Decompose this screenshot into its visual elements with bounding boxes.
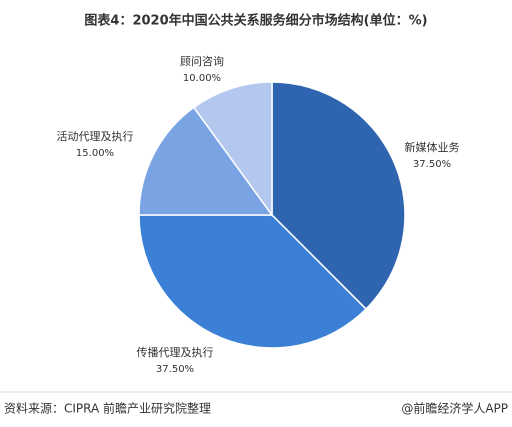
value-label: 15.00% bbox=[76, 148, 114, 159]
slice-label: 新媒体业务 bbox=[405, 140, 460, 154]
source: 资料来源：CIPRA 前瞻产业研究院整理 bbox=[4, 401, 211, 416]
pie-slice bbox=[271, 81, 406, 311]
value-label: 37.50% bbox=[156, 364, 194, 375]
pie-slice bbox=[138, 106, 274, 216]
value-label: 37.50% bbox=[413, 159, 451, 170]
value-label: 10.00% bbox=[183, 73, 221, 84]
pie-slice bbox=[138, 214, 368, 349]
chart-title: 图表4：2020年中国公共关系服务细分市场结构(单位：%) bbox=[84, 13, 427, 29]
brand: @前瞻经济学人APP bbox=[401, 401, 508, 416]
slice-label: 顾问咨询 bbox=[180, 54, 224, 68]
slice-label: 传播代理及执行 bbox=[137, 345, 214, 359]
slice-label: 活动代理及执行 bbox=[57, 129, 134, 143]
pie-slice bbox=[192, 81, 273, 218]
